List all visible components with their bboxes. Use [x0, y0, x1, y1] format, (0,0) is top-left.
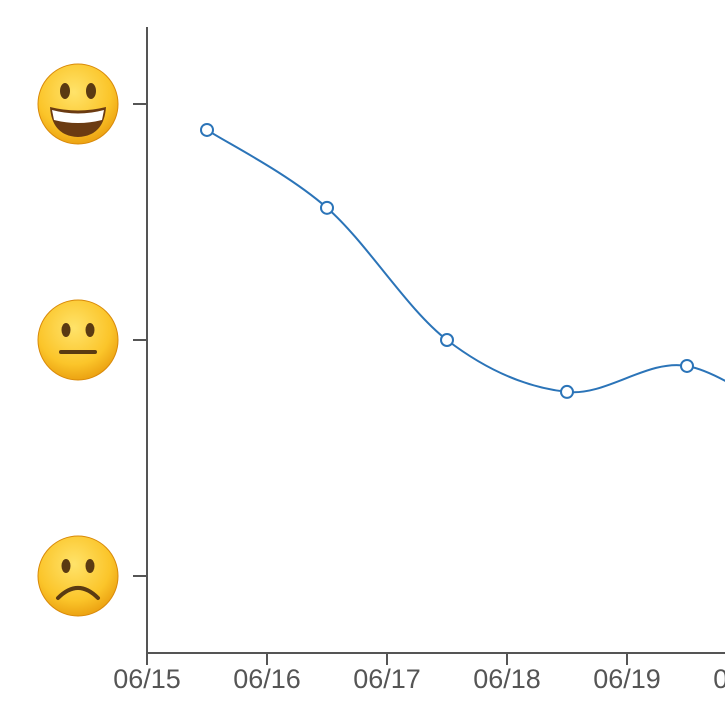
data-point[interactable] — [560, 384, 574, 399]
data-point[interactable] — [440, 333, 454, 347]
x-tick-label: 06/17 — [353, 664, 421, 694]
series-layer — [200, 122, 725, 399]
data-point[interactable] — [200, 122, 214, 137]
grinning-face-icon — [37, 63, 119, 145]
x-tick-label: 06/16 — [233, 664, 301, 694]
frowning-face-icon — [37, 535, 119, 617]
x-tick-label: 06/19 — [593, 664, 661, 694]
data-point[interactable] — [680, 358, 694, 373]
x-tick-label: 06/20 — [713, 664, 725, 694]
y-axis-ticks — [133, 103, 147, 577]
x-tick-label: 06/18 — [473, 664, 541, 694]
data-point[interactable] — [320, 200, 334, 215]
neutral-face-icon — [37, 299, 119, 381]
y-axis-icons — [37, 63, 119, 617]
x-axis-ticks: 06/15 06/16 06/17 06/18 06/19 06/20 — [113, 653, 725, 694]
x-tick-label: 06/15 — [113, 664, 181, 694]
series-line — [206, 129, 725, 394]
